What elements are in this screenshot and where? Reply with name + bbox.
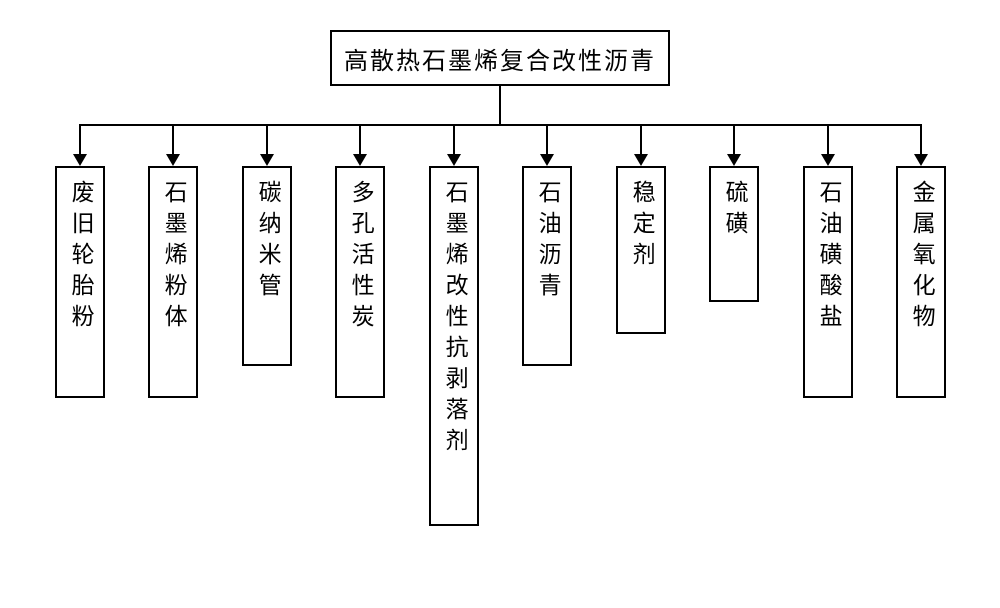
child-label: 石墨烯改性抗剥落剂	[438, 180, 470, 459]
child-node: 多孔活性炭	[335, 166, 385, 398]
child-label: 石油磺酸盐	[812, 180, 844, 335]
root-label: 高散热石墨烯复合改性沥青	[344, 41, 656, 76]
child-label: 硫磺	[718, 180, 750, 242]
root-node: 高散热石墨烯复合改性沥青	[330, 30, 670, 86]
horizontal-connector	[79, 124, 921, 126]
child-node: 石油沥青	[522, 166, 572, 366]
child-label: 废旧轮胎粉	[64, 180, 96, 335]
child-node: 碳纳米管	[242, 166, 292, 366]
arrow-icon	[727, 154, 741, 166]
root-connector	[499, 86, 501, 124]
arrow-icon	[914, 154, 928, 166]
child-label: 碳纳米管	[251, 180, 283, 304]
child-node: 金属氧化物	[896, 166, 946, 398]
child-node: 石墨烯改性抗剥落剂	[429, 166, 479, 526]
child-label: 多孔活性炭	[344, 180, 376, 335]
arrow-icon	[447, 154, 461, 166]
arrow-icon	[166, 154, 180, 166]
child-node: 硫磺	[709, 166, 759, 302]
child-node: 石油磺酸盐	[803, 166, 853, 398]
arrow-icon	[540, 154, 554, 166]
child-label: 金属氧化物	[905, 180, 937, 335]
child-label: 石油沥青	[531, 180, 563, 304]
arrow-icon	[821, 154, 835, 166]
arrow-icon	[73, 154, 87, 166]
arrow-icon	[260, 154, 274, 166]
child-node: 废旧轮胎粉	[55, 166, 105, 398]
arrow-icon	[353, 154, 367, 166]
child-label: 稳定剂	[625, 180, 657, 273]
child-label: 石墨烯粉体	[157, 180, 189, 335]
arrow-icon	[634, 154, 648, 166]
child-node: 石墨烯粉体	[148, 166, 198, 398]
child-node: 稳定剂	[616, 166, 666, 334]
diagram-container: 高散热石墨烯复合改性沥青 废旧轮胎粉 石墨烯粉体 碳纳米管 多孔活性炭 石墨烯改性抗剥落…	[50, 30, 950, 580]
